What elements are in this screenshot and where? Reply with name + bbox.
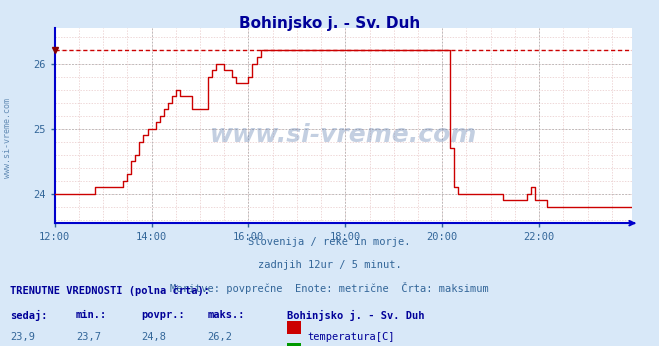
Text: 26,2: 26,2 [208,332,233,342]
Text: Bohinjsko j. - Sv. Duh: Bohinjsko j. - Sv. Duh [239,16,420,30]
Text: Bohinjsko j. - Sv. Duh: Bohinjsko j. - Sv. Duh [287,310,424,321]
Text: povpr.:: povpr.: [142,310,185,320]
Text: min.:: min.: [76,310,107,320]
Text: 23,9: 23,9 [10,332,35,342]
Text: 23,7: 23,7 [76,332,101,342]
Text: www.si-vreme.com: www.si-vreme.com [210,123,477,147]
Text: maks.:: maks.: [208,310,245,320]
Text: sedaj:: sedaj: [10,310,47,321]
Text: 24,8: 24,8 [142,332,167,342]
Text: zadnjih 12ur / 5 minut.: zadnjih 12ur / 5 minut. [258,260,401,270]
Text: www.si-vreme.com: www.si-vreme.com [3,98,13,179]
Text: Slovenija / reke in morje.: Slovenija / reke in morje. [248,237,411,247]
Text: Meritve: povprečne  Enote: metrične  Črta: maksimum: Meritve: povprečne Enote: metrične Črta:… [170,282,489,294]
Text: temperatura[C]: temperatura[C] [308,332,395,342]
Text: TRENUTNE VREDNOSTI (polna črta):: TRENUTNE VREDNOSTI (polna črta): [10,285,210,296]
